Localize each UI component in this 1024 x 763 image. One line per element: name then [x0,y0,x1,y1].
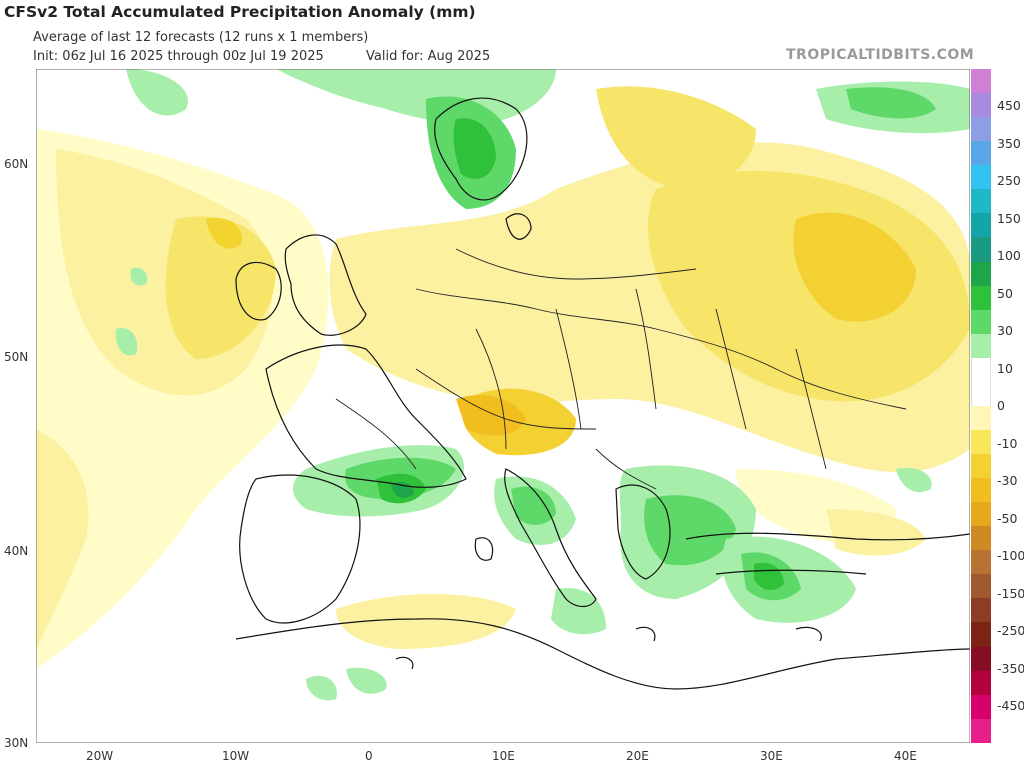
colorbar-cell [971,574,991,599]
colorbar-tick-label: 30 [997,323,1013,338]
chart-subtitle: Average of last 12 forecasts (12 runs x … [33,30,369,45]
colorbar-tick-label: 150 [997,210,1021,226]
colorbar-tick-label: -100 [997,548,1024,563]
colorbar-cell [971,598,991,623]
colorbar-cell [971,117,991,142]
colorbar-cell [971,213,991,238]
colorbar-cell [971,333,991,358]
coastlines [235,97,970,690]
wet-anomaly-fill [115,69,970,701]
colorbar-cell [971,405,991,430]
colorbar-cell [971,526,991,551]
colorbar-tick-label: -450 [997,698,1024,713]
colorbar-cell [971,357,991,382]
lon-label-20w: 20W [86,749,114,763]
chart-title: CFSv2 Total Accumulated Precipitation An… [4,3,476,21]
colorbar-cell [971,69,991,94]
colorbar-tick-label: -150 [997,585,1024,601]
colorbar-cell [971,646,991,671]
colorbar-cell [971,622,991,647]
country-borders [335,248,907,490]
init-time: Init: 06z Jul 16 2025 through 00z Jul 19… [33,49,324,64]
valid-time: Valid for: Aug 2025 [366,49,491,64]
colorbar-tick-label: -10 [997,435,1018,451]
colorbar-cell [971,93,991,118]
lon-label-30e: 30E [760,749,783,763]
colorbar-cell [971,454,991,479]
colorbar-cell [971,309,991,334]
brand-logo[interactable]: TROPICALTIDBITS.COM [786,47,975,63]
lon-label-20e: 20E [626,749,649,763]
lat-label-60n: 60N [4,157,29,171]
colorbar-tick-label: 450 [997,98,1021,113]
colorbar-cell [971,429,991,454]
colorbar-cell [971,261,991,286]
colorbar [971,69,991,743]
precip-anomaly-map [36,69,970,743]
colorbar-cell [971,718,991,743]
dry-anomaly-fill [36,86,970,669]
colorbar-tick-label: 250 [997,173,1021,188]
colorbar-cell [971,285,991,310]
colorbar-tick-label: -250 [997,623,1024,638]
lon-label-40e: 40E [894,749,917,763]
colorbar-cell [971,237,991,262]
lon-label-10e: 10E [492,749,515,763]
colorbar-cell [971,502,991,527]
lat-label-30n: 30N [4,736,29,750]
colorbar-tick-label: 100 [997,248,1021,263]
lat-label-40n: 40N [4,544,29,558]
colorbar-cell [971,670,991,695]
colorbar-tick-label: -30 [997,473,1018,488]
colorbar-tick-label: -350 [997,660,1024,676]
colorbar-cell [971,141,991,166]
colorbar-cell [971,478,991,503]
colorbar-cell [971,165,991,190]
colorbar-cell [971,694,991,719]
colorbar-tick-label: 0 [997,398,1005,413]
lon-label-0: 0 [365,749,373,763]
colorbar-cell [971,189,991,214]
colorbar-tick-label: 350 [997,135,1021,151]
colorbar-tick-label: -50 [997,510,1018,526]
colorbar-tick-label: 10 [997,360,1013,376]
colorbar-cell [971,550,991,575]
lat-label-50n: 50N [4,350,29,364]
colorbar-tick-label: 50 [997,285,1013,301]
colorbar-cell [971,381,991,406]
lon-label-10w: 10W [222,749,250,763]
